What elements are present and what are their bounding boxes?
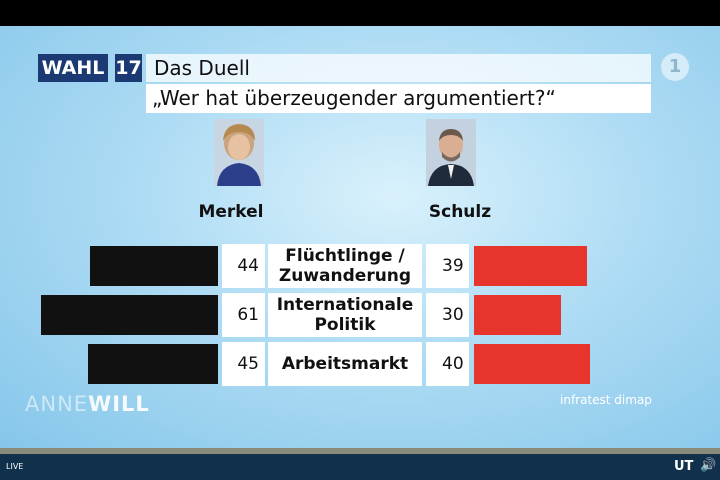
bar-schulz [474,295,561,335]
bar-merkel [87,344,218,384]
candidate-name-schulz: Schulz [428,202,492,222]
value-label-schulz: 30 [426,293,469,337]
chart-row: 44 Flüchtlinge / Zuwanderung 39 [0,244,720,288]
wahl-number-badge: 17 [115,54,142,82]
category-label: Internationale Politik [268,293,422,337]
wahl-badge: WAHL [38,54,108,82]
speaker-icon[interactable]: 🔊 [700,458,717,473]
divider-stripe [0,448,720,454]
bar-merkel [90,246,218,286]
value-label-merkel: 44 [222,244,265,288]
category-label: Arbeitsmarkt [268,342,422,386]
bar-schulz [474,344,590,384]
bar-merkel [41,295,218,335]
player-controls: LIVE UT 🔊 [0,454,720,480]
channel-logo: 1 [661,53,689,81]
value-label-schulz: 40 [426,342,469,386]
bar-schulz [474,246,588,286]
merkel-portrait [214,119,264,186]
subtitle-button[interactable]: UT [674,459,694,474]
graphic-question: „Wer hat überzeugender argumentiert?“ [146,84,651,113]
live-label: LIVE [6,462,24,471]
value-label-merkel: 61 [222,293,265,337]
chart-row: 61 Internationale Politik 30 [0,293,720,337]
show-logo: ANNEWILL [25,392,150,416]
broadcast-graphic: WAHL 17 Das Duell „Wer hat überzeugender… [0,26,720,448]
chart-row: 45 Arbeitsmarkt 40 [0,342,720,386]
value-label-schulz: 39 [426,244,469,288]
schulz-portrait [426,119,476,186]
graphic-title: Das Duell [146,54,651,82]
chart-source: infratest dimap [560,393,652,407]
candidate-name-merkel: Merkel [198,202,264,222]
category-label: Flüchtlinge / Zuwanderung [268,244,422,288]
value-label-merkel: 45 [222,342,265,386]
